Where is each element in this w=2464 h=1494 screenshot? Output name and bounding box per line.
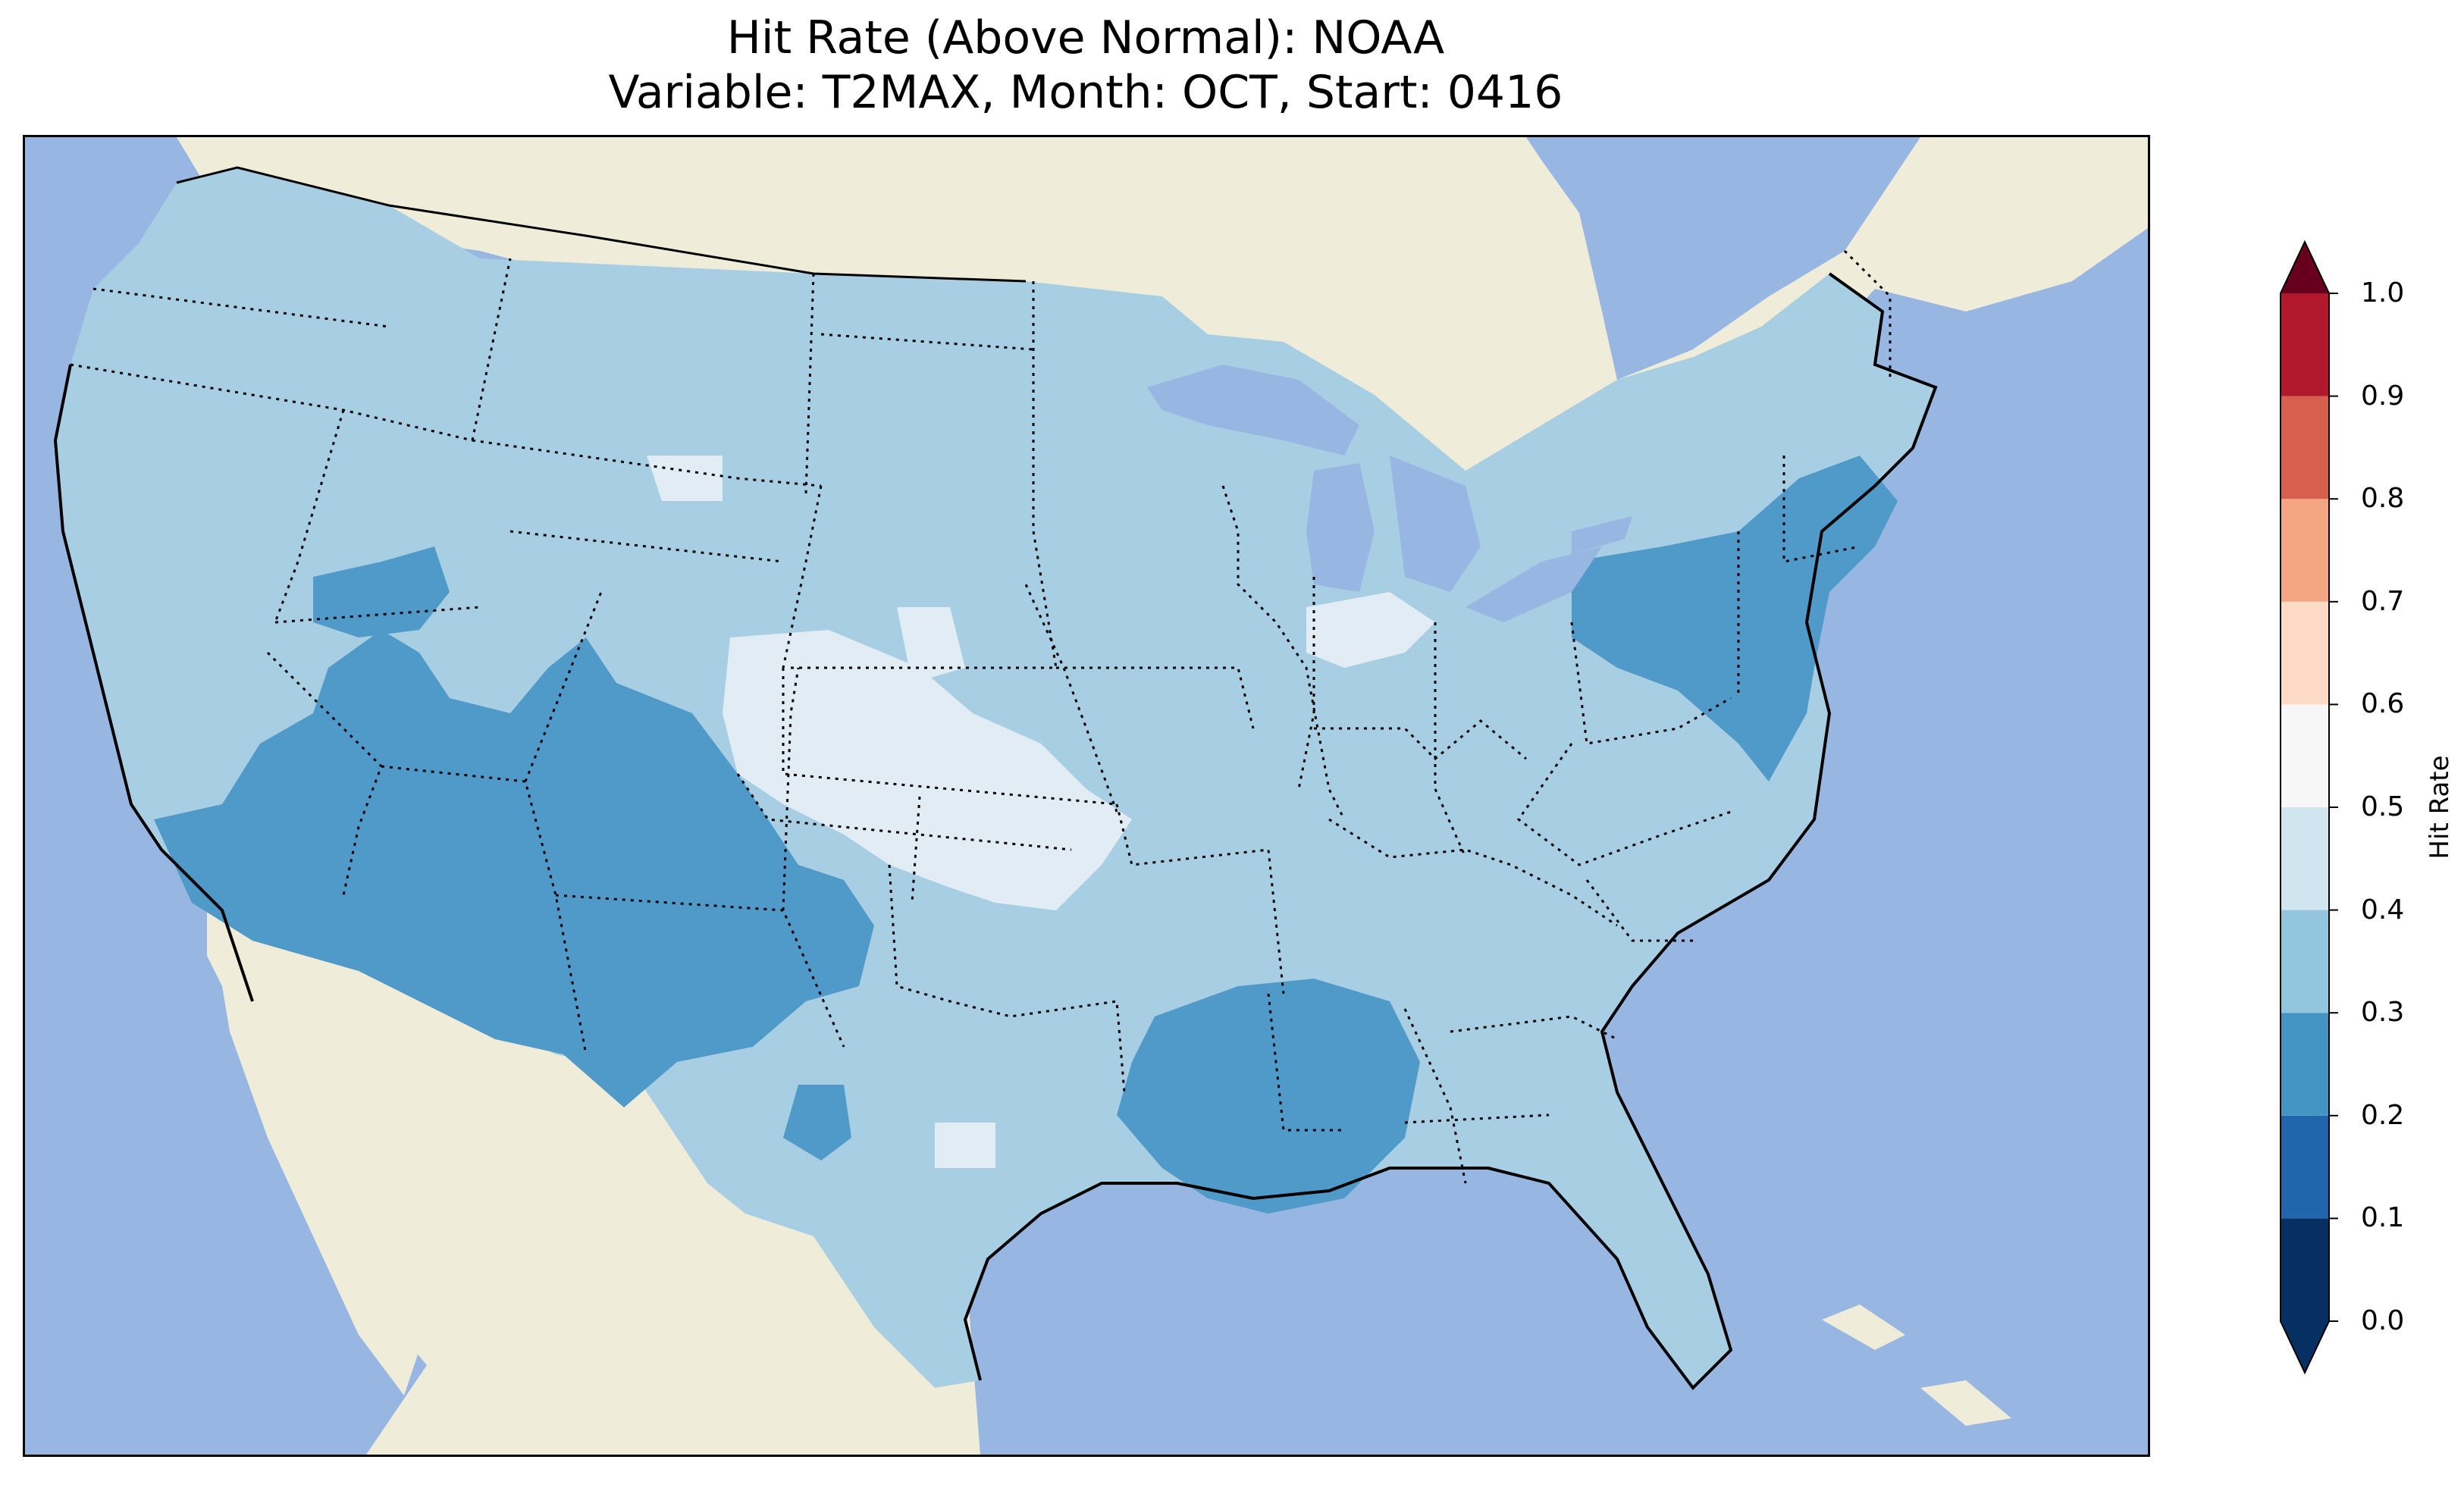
colorbar-bin-3 [2281,910,2329,1013]
field-northeast [1572,456,1898,781]
colorbar-tick-label: 0.0 [2361,1305,2405,1336]
state-boundaries [70,249,1892,1184]
colorbar-bin-7 [2281,499,2329,602]
colorbar-tick-label: 0.6 [2361,688,2405,720]
colorbar-bin-4 [2281,807,2329,910]
baja-land [215,941,419,1395]
colorbar-extend-under [2281,1321,2329,1373]
field-ohio-valley [1306,592,1435,668]
field-nebraska [897,607,965,683]
field-texas-small [935,1123,995,1168]
colorbar-tick-label: 0.5 [2361,791,2405,822]
colorbar-bin-9 [2281,293,2329,396]
field-texas-spot [783,1085,851,1160]
cuba-bahamas-land [1822,1305,2011,1426]
chart-title: Hit Rate (Above Normal): NOAA Variable: … [0,11,2171,120]
colorbar-bin-8 [2281,396,2329,500]
colorbar-bin-1 [2281,1115,2329,1219]
colorbar-extend-over [2281,242,2329,293]
great-lakes [1147,365,1632,622]
colorbar-label: Hit Rate [2425,755,2455,860]
field-central-plains [723,630,1132,910]
colorbar-tick-label: 1.0 [2361,277,2405,309]
us-canada-border [176,166,1027,283]
map-panel [23,135,2150,1457]
field-southwest [154,630,874,1107]
colorbar [2280,240,2338,1375]
field-wyoming [647,456,723,501]
map-svg [53,137,2148,1455]
colorbar-bin-2 [2281,1013,2329,1116]
colorbar-tick-label: 0.3 [2361,997,2405,1029]
colorbar-tick-label: 0.1 [2361,1202,2405,1234]
colorbar-bin-0 [2281,1218,2329,1321]
coastline [53,272,1938,1391]
colorbar-tick-label: 0.2 [2361,1099,2405,1131]
colorbar-tick-label: 0.4 [2361,894,2405,926]
field-lower-mississippi [1117,979,1420,1214]
colorbar-tick-label: 0.9 [2361,380,2405,412]
colorbar-tick-label: 0.8 [2361,483,2405,515]
colorbar-tick-label: 0.7 [2361,585,2405,617]
field-nevada-utah [313,547,450,637]
title-line-2: Variable: T2MAX, Month: OCT, Start: 0416 [608,66,1563,119]
colorbar-bin-6 [2281,601,2329,705]
colorbar-bin-5 [2281,704,2329,807]
title-line-1: Hit Rate (Above Normal): NOAA [726,11,1445,64]
